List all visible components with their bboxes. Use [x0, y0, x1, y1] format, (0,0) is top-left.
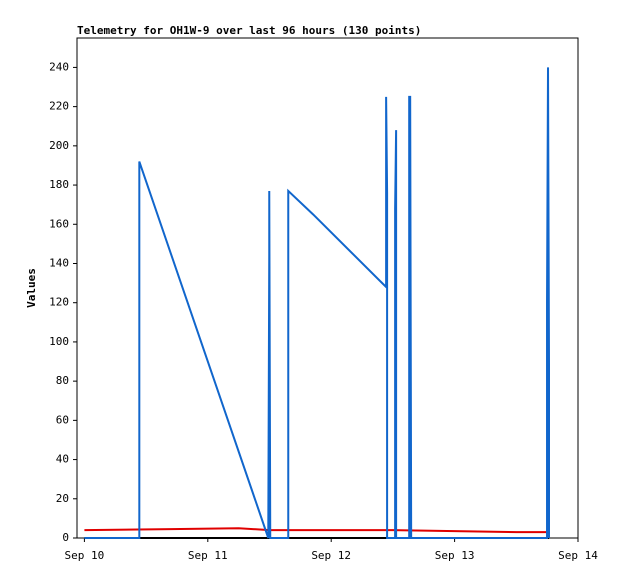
- y-tick-label: 220: [49, 100, 69, 113]
- x-tick-label: Sep 10: [65, 549, 105, 562]
- x-tick-label: Sep 13: [435, 549, 475, 562]
- y-axis-label: Values: [25, 268, 38, 308]
- y-tick-label: 40: [56, 453, 69, 466]
- y-tick-label: 0: [62, 531, 69, 544]
- y-tick-label: 80: [56, 374, 69, 387]
- y-tick-label: 20: [56, 492, 69, 505]
- x-tick-label: Sep 14: [558, 549, 598, 562]
- y-tick-label: 240: [49, 60, 69, 73]
- x-tick-label: Sep 11: [188, 549, 228, 562]
- chart-title: Telemetry for OH1W-9 over last 96 hours …: [77, 24, 421, 37]
- y-tick-label: 180: [49, 178, 69, 191]
- y-tick-label: 160: [49, 217, 69, 230]
- y-tick-label: 100: [49, 335, 69, 348]
- y-tick-label: 200: [49, 139, 69, 152]
- plot-frame: [76, 37, 579, 539]
- y-tick-label: 120: [49, 296, 69, 309]
- y-tick-label: 140: [49, 256, 69, 269]
- y-tick-label: 60: [56, 413, 69, 426]
- data-line: [84, 67, 551, 539]
- data-line: [84, 527, 550, 534]
- x-tick-label: Sep 12: [311, 549, 351, 562]
